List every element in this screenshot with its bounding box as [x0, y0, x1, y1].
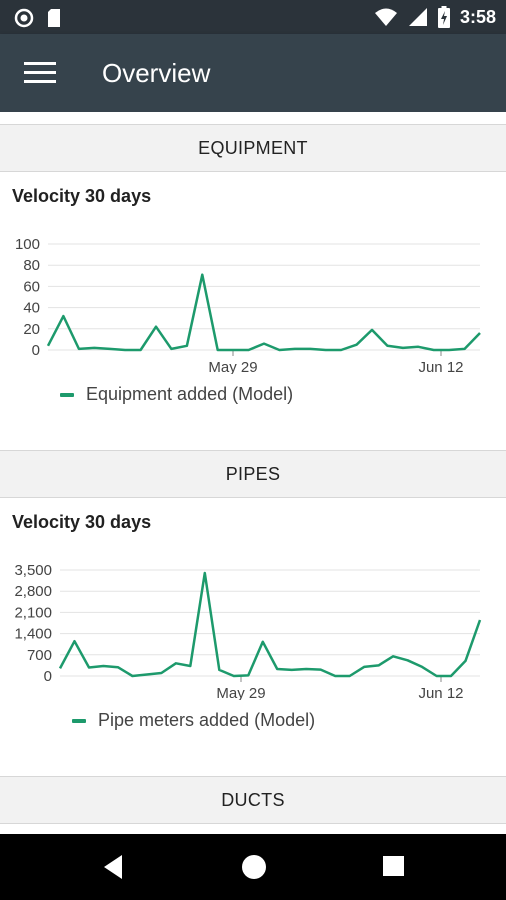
- equipment-card-title: Velocity 30 days: [12, 186, 152, 206]
- sd-card-icon: [48, 9, 60, 27]
- equipment-legend-label: Equipment added (Model): [86, 384, 294, 404]
- equipment-card: Velocity 30 days 100 80 60 40 20 0 May 29 Jun 1…: [0, 172, 506, 450]
- y-tick-label: 3,500: [14, 562, 52, 579]
- y-tick-label: 20: [23, 321, 40, 338]
- pipes-card: Velocity 30 days 3,500 2,800 2,100 1,400 700…: [0, 498, 506, 776]
- y-tick-label: 80: [23, 257, 40, 274]
- pipes-velocity-chart: 3,500 2,800 2,100 1,400 700 0 May 29 Jun 12: [14, 562, 482, 700]
- section-header-pipes: PIPES: [0, 450, 506, 498]
- y-tick-label: 0: [44, 668, 52, 685]
- pipes-legend-label: Pipe meters added (Model): [98, 710, 316, 730]
- page-title: Overview: [102, 58, 211, 88]
- y-tick-label: 700: [27, 647, 52, 664]
- series-line: [46, 273, 481, 352]
- equipment-velocity-chart: 100 80 60 40 20 0 May 29 Jun 12: [15, 236, 481, 374]
- hamburger-menu-icon[interactable]: [24, 62, 56, 84]
- equipment-legend: Equipment added (Model): [60, 384, 293, 405]
- y-tick-label: 1,400: [14, 626, 52, 643]
- app-bar: Overview: [0, 34, 506, 112]
- y-tick-label: 100: [15, 236, 40, 253]
- status-time: 3:58: [459, 6, 496, 27]
- navigation-bar: [0, 834, 506, 900]
- signal-icon: [408, 8, 427, 26]
- status-bar: 3:58: [0, 0, 506, 34]
- y-tick-label: 60: [23, 278, 40, 295]
- legend-swatch: [60, 392, 74, 397]
- back-button[interactable]: [102, 854, 124, 880]
- home-button[interactable]: [241, 854, 267, 880]
- legend-swatch: [72, 718, 86, 723]
- section-header-equipment: EQUIPMENT: [0, 124, 506, 172]
- series-line: [58, 571, 482, 678]
- pipes-card-title: Velocity 30 days: [12, 512, 152, 532]
- battery-charging-icon: [437, 6, 450, 28]
- overview-content[interactable]: EQUIPMENT Velocity 30 days 100 80 60 40 20 0 M…: [0, 112, 506, 834]
- x-tick-label: Jun 12: [418, 685, 463, 700]
- x-tick-label: May 29: [216, 685, 265, 700]
- y-tick-label: 2,100: [14, 604, 52, 621]
- y-tick-label: 40: [23, 300, 40, 317]
- y-tick-label: 0: [32, 342, 40, 359]
- x-tick-label: Jun 12: [418, 359, 463, 374]
- wifi-icon: [374, 8, 397, 26]
- circle-notification-icon: [14, 8, 34, 28]
- pipes-legend: Pipe meters added (Model): [72, 710, 315, 731]
- section-header-ducts: DUCTS: [0, 776, 506, 824]
- y-tick-label: 2,800: [14, 583, 52, 600]
- x-tick-label: May 29: [208, 359, 257, 374]
- recents-button[interactable]: [383, 854, 405, 876]
